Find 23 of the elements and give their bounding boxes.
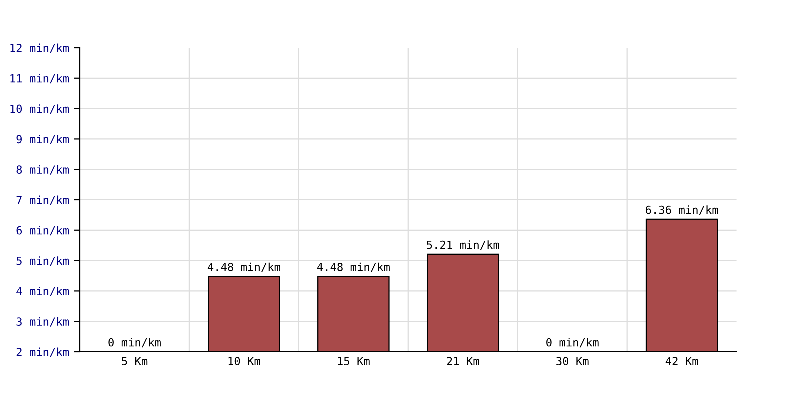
data-label: 4.48 min/km [317,262,390,272]
y-tick-label: 3 min/km [16,317,70,327]
y-tick-label: 9 min/km [16,135,70,144]
x-tick-label: 10 Km [228,357,260,366]
data-label: 6.36 min/km [646,206,718,216]
x-tick-label: 42 Km [666,357,698,366]
y-tick-label: 5 min/km [16,256,70,266]
x-tick-label: 15 Km [338,357,370,366]
y-tick-label: 10 min/km [10,104,70,114]
x-tick-label: 21 Km [447,357,480,366]
y-tick-label: 7 min/km [16,196,70,206]
x-tick-label: 5 Km [122,357,148,366]
text: 0 min/km [108,338,161,348]
y-tick-label: 11 min/km [10,74,70,84]
y-tick-label: 6 min/km [16,226,70,236]
data-label: 5.21 min/km [427,240,500,250]
text: 0 min/km [546,338,599,348]
x-tick-label: 30 Km [556,357,589,366]
data-label: 4.48 min/km [208,262,280,272]
y-tick-label: 8 min/km [16,165,70,175]
y-tick-label: 12 min/km [10,44,70,54]
y-tick-label: 2 min/km [16,348,70,358]
y-tick-label: 4 min/km [16,287,70,296]
